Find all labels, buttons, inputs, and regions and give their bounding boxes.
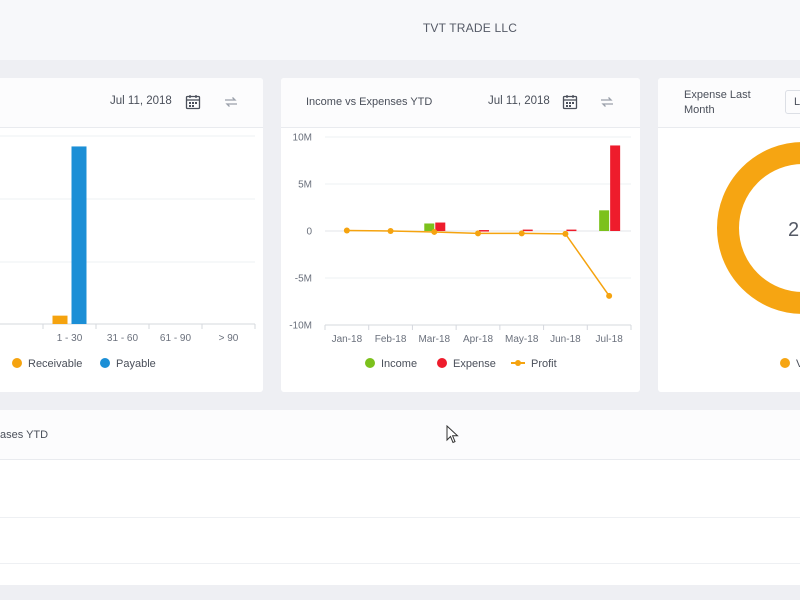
income-expenses-card: Income vs Expenses YTD Jul 11, 2018 10M 5… [281, 78, 640, 392]
legend-income[interactable]: Income [365, 358, 417, 370]
gridline [0, 517, 800, 518]
x-tick-label: Jul-18 [596, 334, 624, 345]
bar-receivable [52, 315, 68, 324]
x-tick-label: Mar-18 [418, 334, 450, 345]
calendar-icon[interactable] [561, 93, 579, 111]
expense-donut [717, 142, 800, 314]
profit-point [562, 230, 569, 237]
y-tick-label: 0 [306, 227, 312, 238]
y-tick-label: -10M [289, 321, 312, 332]
y-tick-label: -5M [295, 274, 312, 285]
x-tick-label: Jun-18 [550, 334, 581, 345]
profit-line-icon [511, 360, 525, 366]
profit-point [431, 228, 438, 235]
purchases-ytd-card: ases YTD [0, 410, 800, 585]
profit-point [518, 230, 525, 237]
x-tick-label: May-18 [505, 334, 539, 345]
purchases-ytd-header: ases YTD [0, 410, 800, 460]
x-tick-label: Apr-18 [463, 334, 493, 345]
x-tick-label: 61 - 90 [160, 333, 192, 344]
bar-income [424, 223, 435, 231]
expense-dot-icon [437, 358, 447, 368]
legend-dot-icon [780, 358, 790, 368]
company-name: TVT TRADE LLC [422, 21, 518, 35]
legend-profit[interactable]: Profit [511, 358, 557, 370]
y-tick-label: 10M [293, 133, 312, 144]
x-tick-label: > 90 [219, 333, 239, 344]
bar-payable [71, 146, 87, 324]
donut-ring [717, 142, 800, 314]
profit-point [387, 228, 394, 234]
x-tick-label: 31 - 60 [107, 333, 139, 344]
income-expenses-chart: 10M 5M 0 -5M -10M Jan-18 Feb-18 Mar-18 Apr-18 May… [289, 133, 632, 345]
refresh-icon[interactable] [222, 93, 240, 111]
x-tick-label: Jan-18 [332, 334, 363, 345]
gridline [0, 563, 800, 564]
bar-expense [479, 230, 489, 232]
profit-point [343, 227, 350, 234]
bar-expense [610, 145, 621, 231]
purchases-ytd-title: ases YTD [0, 429, 49, 441]
x-tick-label: 1 - 30 [57, 333, 83, 344]
legend-expense[interactable]: Expense [437, 358, 496, 370]
expense-last-month-card: Expense Last Month L 2 V [658, 78, 800, 392]
legend-item[interactable]: V [780, 358, 800, 370]
income-dot-icon [365, 358, 375, 368]
y-tick-label: 5M [298, 180, 312, 191]
expense-last-month-header: Expense Last Month L [658, 78, 800, 128]
aging-chart: 1 - 30 31 - 60 61 - 90 > 90 [0, 135, 256, 344]
payable-dot-icon [100, 358, 110, 368]
bar-expense [522, 229, 533, 232]
income-expenses-title: Income vs Expenses YTD [306, 96, 433, 108]
aging-card-header: s Jul 11, 2018 [0, 78, 263, 128]
income-expenses-legend: Income Expense Profit [365, 358, 625, 372]
expense-legend: V [780, 358, 800, 372]
receivable-dot-icon [12, 358, 22, 368]
profit-point [606, 292, 613, 299]
expense-last-month-title: Expense Last Month [684, 89, 751, 116]
aging-legend: Receivable Payable [12, 358, 252, 372]
income-expenses-header: Income vs Expenses YTD Jul 11, 2018 [281, 78, 640, 128]
legend-receivable[interactable]: Receivable [12, 358, 82, 370]
profit-point [475, 230, 481, 237]
bar-income [599, 210, 610, 231]
legend-payable[interactable]: Payable [100, 358, 156, 370]
top-bar: TVT TRADE LLC [0, 0, 800, 60]
aging-date[interactable]: Jul 11, 2018 [110, 95, 172, 107]
donut-center-value: 2 [788, 219, 800, 241]
bar-expense [566, 229, 577, 232]
income-expenses-date[interactable]: Jul 11, 2018 [488, 95, 550, 107]
x-tick-label: Feb-18 [375, 334, 407, 345]
refresh-icon[interactable] [598, 93, 616, 111]
period-select[interactable]: L [785, 90, 800, 114]
bar-expense [435, 222, 446, 231]
profit-line [346, 229, 610, 297]
calendar-icon[interactable] [184, 93, 202, 111]
mouse-cursor-icon [446, 425, 459, 444]
